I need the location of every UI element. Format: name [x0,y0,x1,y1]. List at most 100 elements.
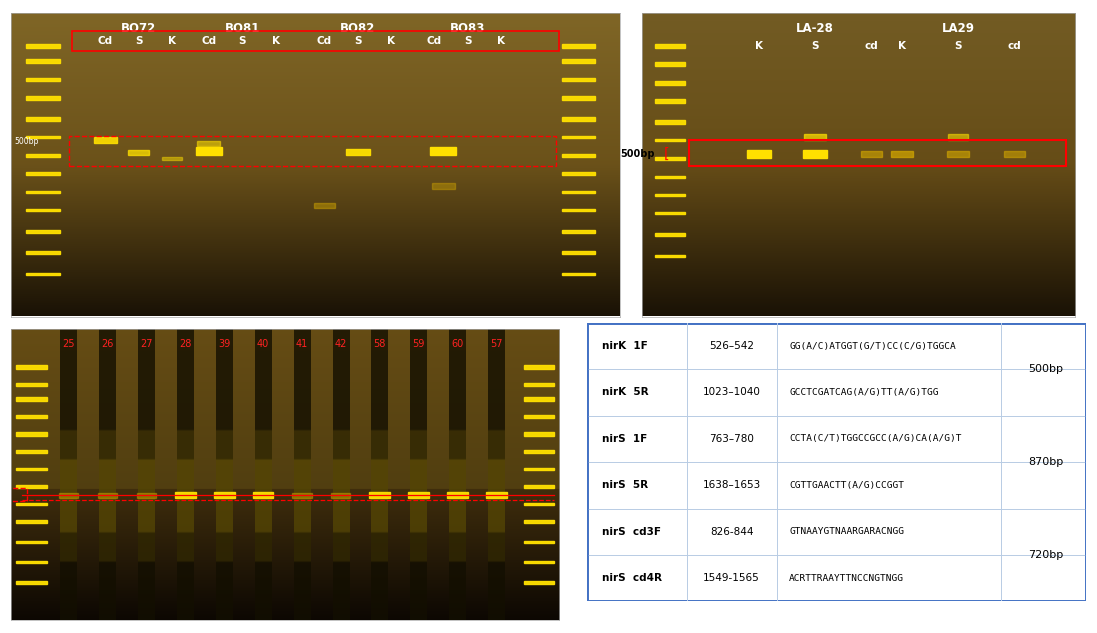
Text: 526–542: 526–542 [709,341,754,351]
Bar [16,397,46,401]
Bar [174,492,195,498]
Text: CCTA(C/T)TGGCCGCC(A/G)CA(A/G)T: CCTA(C/T)TGGCCGCC(A/G)CA(A/G)T [789,434,962,443]
Bar [26,77,59,82]
Text: 41: 41 [296,339,308,349]
Bar [16,561,46,563]
Text: CGTTGAACTT(A/G)CCGGT: CGTTGAACTT(A/G)CCGGT [789,481,904,490]
Bar [26,191,59,193]
Bar [562,230,596,233]
Bar [562,209,596,211]
Bar [16,382,46,386]
Text: GTNAAYGTNAARGARACNGG: GTNAAYGTNAARGARACNGG [789,527,904,536]
Text: 57: 57 [490,339,502,349]
Bar [562,251,596,254]
Bar [370,492,391,498]
Bar [26,136,59,139]
Bar [72,31,559,51]
Text: K: K [897,41,906,51]
Text: 826-844: 826-844 [710,527,754,537]
Text: 720bp: 720bp [1029,550,1064,560]
Text: 60: 60 [451,339,464,349]
Bar [162,156,182,161]
Bar [486,492,507,498]
Bar [347,149,370,156]
Bar [948,134,969,140]
Text: K: K [755,41,762,51]
Bar [524,520,554,522]
Text: nirS  1F: nirS 1F [602,434,647,444]
Bar [524,486,554,487]
Text: nirS  cd4R: nirS cd4R [602,573,661,583]
Bar [524,450,554,453]
Bar [214,492,235,498]
Bar [689,141,1066,166]
Bar [803,149,827,158]
Bar [891,151,913,157]
Text: 870bp: 870bp [1029,457,1064,467]
Bar [655,62,685,66]
Bar [26,273,59,275]
Bar [5,488,27,501]
Bar [26,44,59,48]
Bar [655,120,685,124]
Bar [524,503,554,505]
Bar [524,382,554,386]
Bar [524,561,554,563]
Text: 1549-1565: 1549-1565 [703,573,760,583]
Text: 58: 58 [373,339,386,349]
Bar [16,432,46,436]
Bar [1004,151,1025,157]
Bar [98,492,117,498]
Bar [26,154,59,157]
Bar [69,135,556,166]
Text: K: K [168,35,177,46]
Text: BO83: BO83 [450,22,485,35]
Bar [315,203,335,208]
Bar [292,492,312,498]
Bar [562,273,596,275]
Text: S: S [812,41,818,51]
Bar [196,147,222,154]
Bar [26,251,59,254]
Text: 500bp: 500bp [620,149,655,159]
Text: S: S [354,35,362,46]
Bar [562,44,596,48]
Bar [524,415,554,418]
Bar [562,191,596,193]
Text: 500bp: 500bp [14,137,38,146]
Bar [26,117,59,121]
Bar [16,486,46,487]
Bar [562,96,596,100]
Text: nirS  5R: nirS 5R [602,480,648,491]
Bar [655,175,685,178]
Text: LA29: LA29 [941,22,974,35]
Bar [137,492,156,498]
Bar [562,60,596,63]
Bar [804,134,826,141]
Text: 39: 39 [218,339,230,349]
Text: Cd: Cd [98,35,113,46]
Text: Cd: Cd [201,35,216,46]
Bar [562,154,596,157]
Bar [26,60,59,63]
Text: 40: 40 [257,339,269,349]
Bar [524,468,554,470]
Bar [16,450,46,453]
Bar [128,150,149,155]
Bar [430,147,456,154]
Bar [524,397,554,401]
Text: Cd: Cd [317,35,332,46]
Bar [16,581,46,584]
Bar [59,492,78,498]
Bar [16,365,46,369]
Text: Cd: Cd [427,35,442,46]
Bar [562,136,596,139]
Text: K: K [387,35,396,46]
Bar [252,492,273,498]
Text: S: S [135,35,143,46]
Bar [16,520,46,522]
Bar [16,468,46,470]
Bar [655,254,685,257]
Bar [524,432,554,436]
Bar [655,233,685,235]
